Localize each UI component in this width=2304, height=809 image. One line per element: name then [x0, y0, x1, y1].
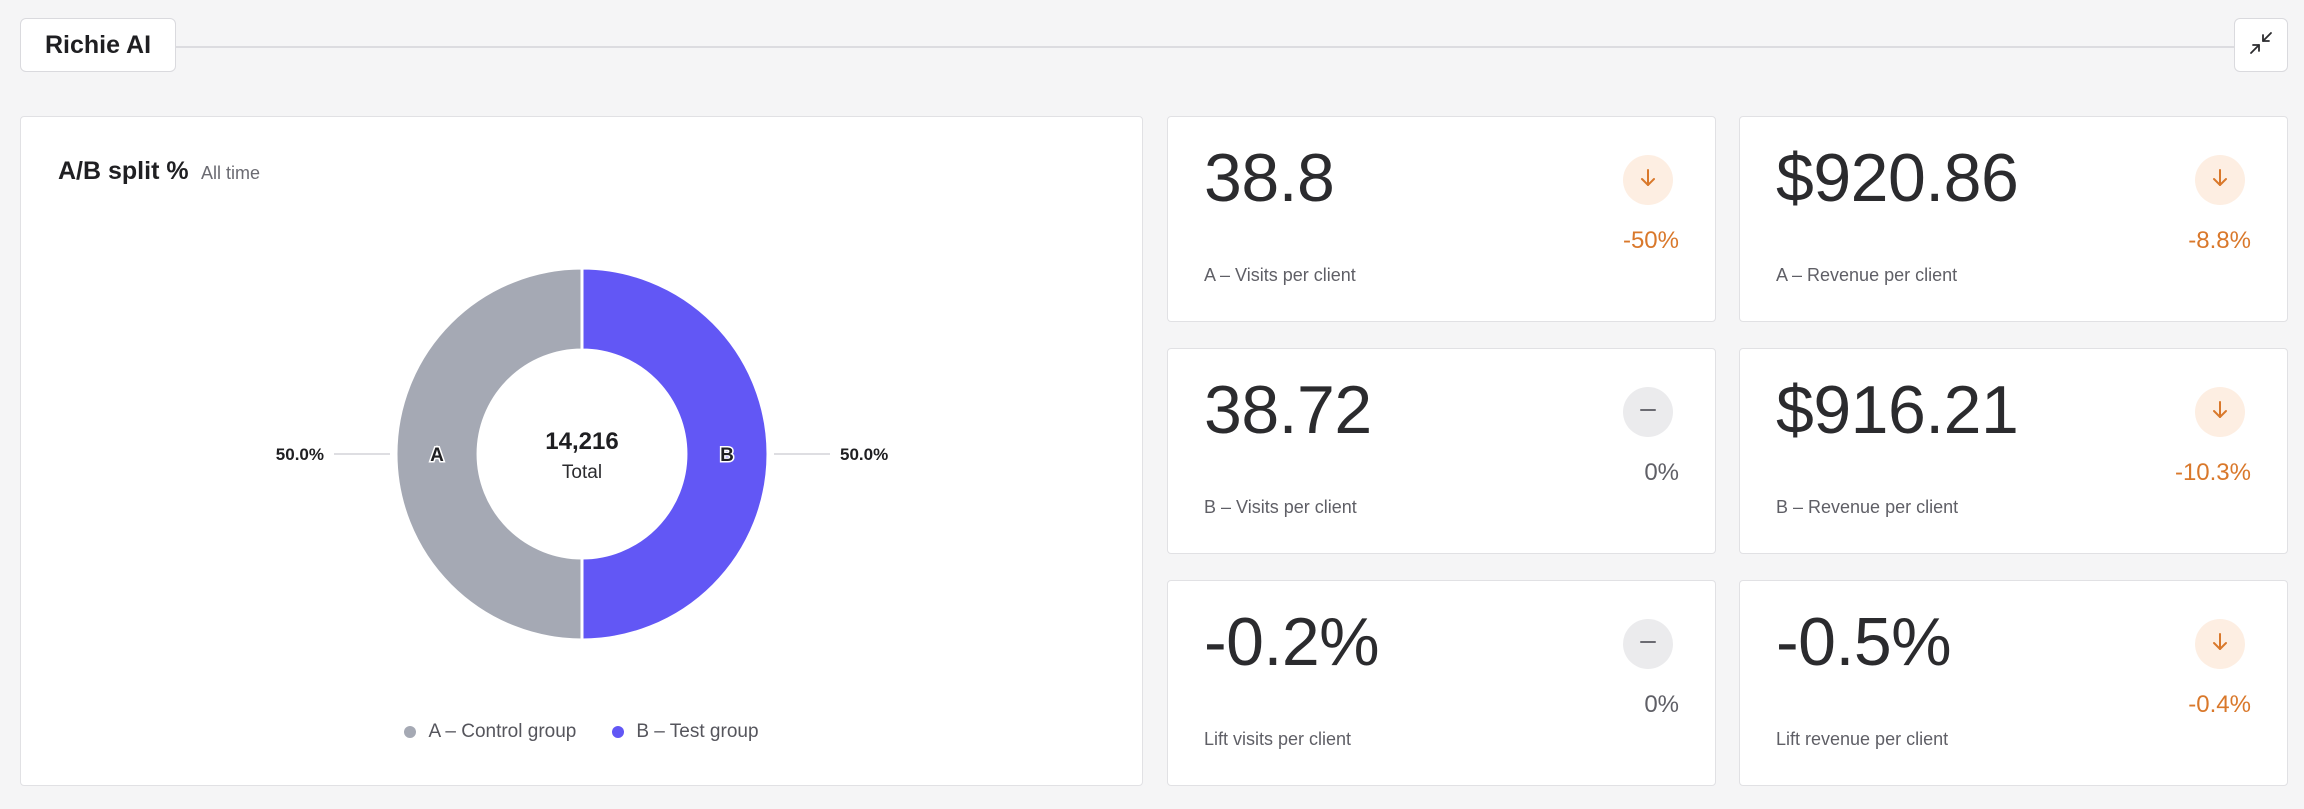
metric-change: 0% [1644, 691, 1679, 718]
metric-card-lift-visits[interactable]: -0.2% 0% Lift visits per client [1167, 580, 1716, 786]
metric-card-lift-revenue[interactable]: -0.5% -0.4% Lift revenue per client [1739, 580, 2288, 786]
metric-change: -10.3% [2174, 459, 2251, 486]
donut-center-label: Total [562, 462, 602, 483]
metric-card-b-visits[interactable]: 38.72 0% B – Visits per client [1167, 348, 1716, 554]
metric-label: A – Visits per client [1204, 265, 1356, 285]
metric-card-a-revenue[interactable]: $920.86 -8.8% A – Revenue per client [1739, 116, 2288, 322]
trend-badge [2195, 619, 2245, 669]
arrow-down-icon [2210, 399, 2230, 426]
legend-item-a[interactable]: A – Control group [404, 721, 576, 743]
header-divider [160, 46, 2244, 48]
legend-label-b: B – Test group [636, 721, 759, 742]
slice-label-b: B [720, 445, 734, 466]
metric-change: -8.8% [2188, 227, 2251, 254]
trend-badge [1623, 155, 1673, 205]
dash-icon [1637, 631, 1659, 658]
collapse-arrows-icon [2248, 30, 2274, 61]
metric-change: -0.4% [2188, 691, 2251, 718]
legend-item-b[interactable]: B – Test group [612, 721, 759, 743]
metric-card-b-revenue[interactable]: $916.21 -10.3% B – Revenue per client [1739, 348, 2288, 554]
donut-slice-a[interactable] [394, 266, 584, 642]
donut-chart: B 50.0% A 50.0% 14,216 Total [276, 266, 888, 642]
ab-split-card: A/B split % All time B 50.0% A 50.0% 14,216… [20, 116, 1143, 786]
trend-badge [1623, 619, 1673, 669]
metric-value: $920.86 [1776, 140, 2019, 216]
trend-badge [1623, 387, 1673, 437]
donut-center-value: 14,216 [545, 428, 618, 455]
metric-change: -50% [1622, 227, 1679, 254]
collapse-button[interactable] [2234, 18, 2288, 72]
slice-label-a: A [430, 445, 444, 466]
trend-badge [2195, 387, 2245, 437]
metric-card-a-visits[interactable]: 38.8 -50% A – Visits per client [1167, 116, 1716, 322]
arrow-down-icon [2210, 631, 2230, 658]
arrow-down-icon [2210, 167, 2230, 194]
legend-dot-b [612, 726, 625, 738]
metric-value: $916.21 [1776, 372, 2019, 448]
metric-value: -0.2% [1204, 604, 1380, 680]
slice-percent-a: 50.0% [276, 445, 324, 464]
legend-label-a: A – Control group [428, 721, 577, 742]
metric-value: 38.72 [1204, 372, 1372, 448]
trend-badge [2195, 155, 2245, 205]
metric-label: B – Revenue per client [1776, 497, 1959, 517]
metric-label: Lift revenue per client [1776, 729, 1949, 749]
metric-value: -0.5% [1776, 604, 1952, 680]
metric-label: A – Revenue per client [1776, 265, 1958, 285]
legend-dot-a [404, 726, 417, 738]
dash-icon [1637, 399, 1659, 426]
app-title: Richie AI [20, 18, 177, 72]
arrow-down-icon [1638, 167, 1658, 194]
metric-change: 0% [1644, 459, 1679, 486]
donut-slice-b[interactable] [580, 266, 770, 642]
metric-value: 38.8 [1204, 140, 1335, 216]
slice-percent-b: 50.0% [840, 445, 888, 464]
metric-label: Lift visits per client [1204, 729, 1352, 749]
metric-label: B – Visits per client [1204, 497, 1357, 517]
chart-time-range: All time [201, 163, 261, 183]
chart-legend: A – Control group B – Test group [21, 721, 1142, 743]
chart-title: A/B split % [58, 157, 189, 185]
